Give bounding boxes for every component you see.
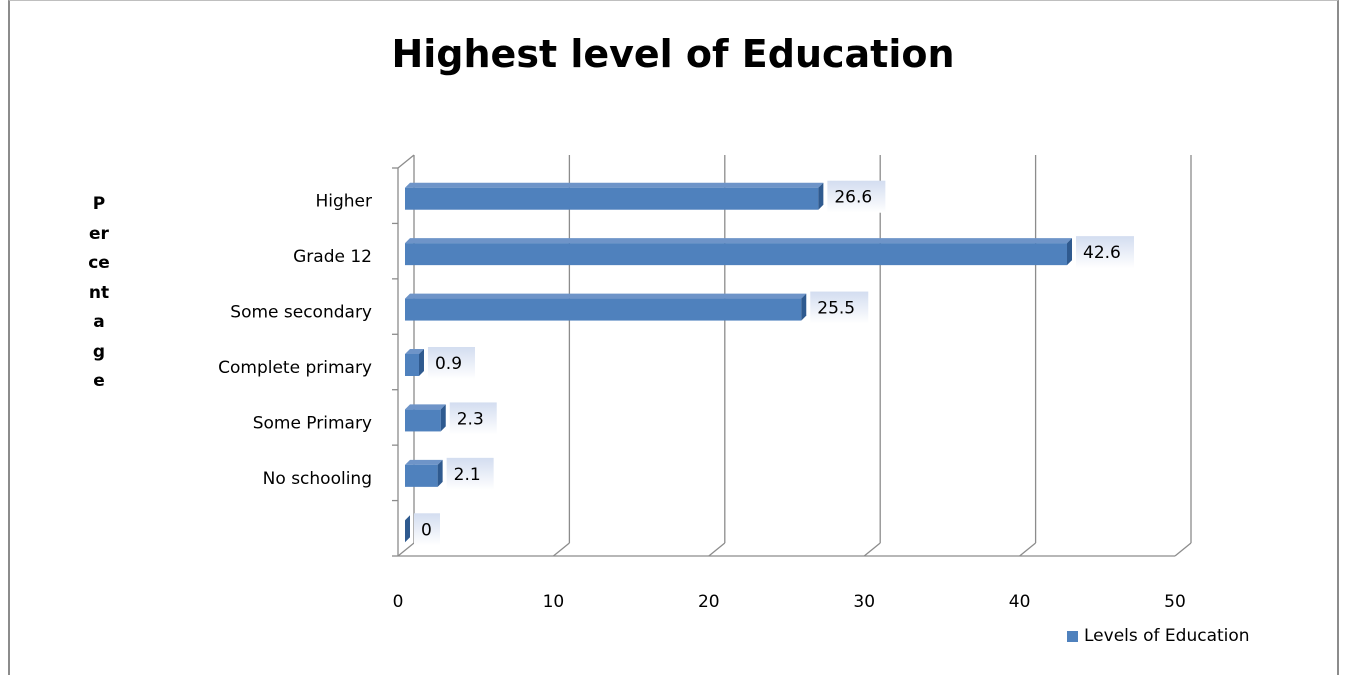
- tick-labels: 0 10 20 30 40 50: [393, 592, 1186, 612]
- data-label: 2.1: [446, 457, 494, 490]
- data-label-bg: [446, 457, 494, 490]
- category-label: Some secondary: [230, 303, 372, 323]
- x-tick-label: 20: [698, 592, 720, 612]
- bar: [405, 293, 807, 321]
- bar-top: [405, 459, 443, 465]
- data-label-bg: [827, 180, 886, 213]
- legend-label: Levels of Education: [1084, 626, 1250, 646]
- chart-title: Highest level of Education: [391, 32, 955, 76]
- bar: [405, 238, 1073, 266]
- x-tick-label: 0: [393, 592, 404, 612]
- data-label-bg: [427, 347, 475, 379]
- bar-top: [405, 349, 424, 354]
- bar-top: [405, 404, 446, 410]
- data-label-bg: [1076, 236, 1135, 269]
- data-label-bg: [414, 513, 440, 546]
- bars: [405, 182, 1073, 543]
- bar-side: [818, 182, 824, 210]
- data-label-bg: [810, 291, 869, 324]
- gridlines: [392, 154, 1192, 557]
- bar-side: [440, 404, 446, 432]
- floor-line: [1174, 542, 1192, 557]
- data-label-text: 0.9: [435, 354, 462, 374]
- bar-front: [405, 243, 1068, 266]
- bar: [405, 459, 443, 487]
- data-label: 0: [414, 513, 440, 546]
- bar-top: [405, 238, 1073, 244]
- bar-top: [405, 293, 807, 299]
- bar-side: [437, 459, 443, 487]
- floor-line: [708, 542, 726, 557]
- bar-front: [405, 464, 438, 487]
- data-label-text: 0: [421, 520, 432, 540]
- data-label-bg: [449, 402, 497, 435]
- wall-edge: [397, 154, 415, 169]
- data-label-text: 2.3: [457, 409, 484, 429]
- data-label-text: 25.5: [817, 299, 855, 319]
- floor-line: [863, 542, 881, 557]
- bar-front: [405, 354, 419, 376]
- bar: [405, 349, 424, 376]
- data-label: 25.5: [810, 291, 869, 324]
- data-label: 2.3: [449, 402, 497, 435]
- x-tick-label: 50: [1164, 592, 1186, 612]
- bar-front: [405, 409, 441, 432]
- bar: [405, 404, 446, 432]
- legend-swatch: [1067, 630, 1078, 642]
- data-label-text: 26.6: [834, 188, 872, 208]
- data-label-text: 2.1: [454, 465, 481, 485]
- chart-frame: [8, 0, 1339, 675]
- category-label: Grade 12: [293, 247, 372, 267]
- floor-line: [1019, 542, 1037, 557]
- category-label: Some Primary: [253, 413, 372, 433]
- category-label: No schooling: [263, 469, 372, 489]
- data-label-text: 42.6: [1083, 243, 1121, 263]
- bar-front: [405, 187, 819, 210]
- bar-top: [405, 182, 824, 188]
- data-label: 42.6: [1076, 236, 1135, 269]
- y-axis-label: Percentage: [88, 194, 110, 391]
- bar-side: [801, 293, 807, 321]
- bar: [405, 515, 410, 543]
- floor-line: [552, 542, 570, 557]
- bar-side: [418, 349, 424, 376]
- category-label: Complete primary: [218, 358, 372, 378]
- bar-side: [405, 515, 410, 543]
- x-tick-label: 30: [853, 592, 875, 612]
- bar-front: [405, 298, 802, 321]
- data-labels: 26.6 42.6 25.5 0.9 2.3 2.1 0: [414, 180, 1135, 546]
- x-tick-label: 40: [1009, 592, 1031, 612]
- bar-side: [1067, 238, 1073, 266]
- category-label: Higher: [315, 192, 372, 212]
- legend: Levels of Education: [1067, 626, 1250, 646]
- x-tick-label: 10: [543, 592, 565, 612]
- category-labels: Higher Grade 12 Some secondary Complete pri…: [218, 192, 372, 489]
- bar: [405, 182, 824, 210]
- data-label: 26.6: [827, 180, 886, 213]
- data-label: 0.9: [427, 347, 475, 379]
- floor-line: [397, 542, 415, 557]
